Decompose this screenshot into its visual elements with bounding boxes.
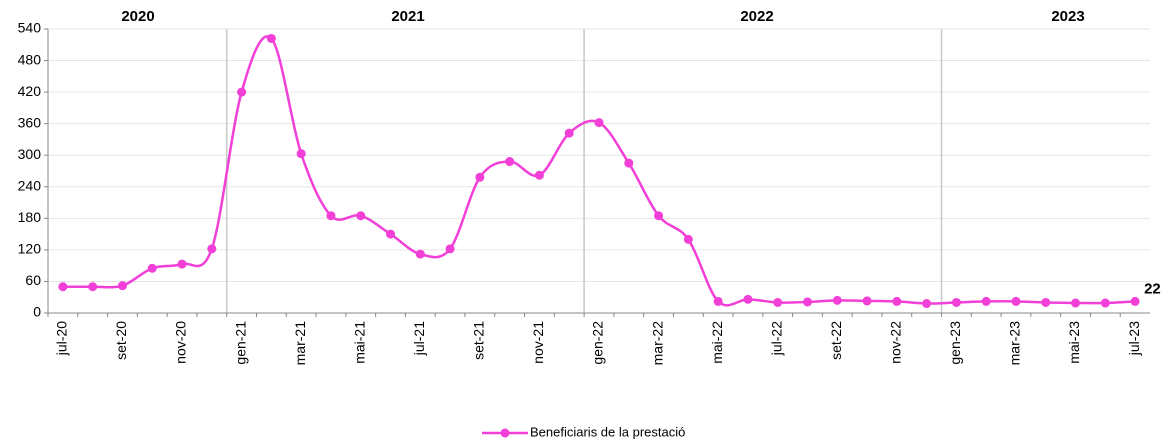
data-point (1130, 296, 1140, 306)
y-tick-label: 420 (18, 83, 42, 99)
year-label: 2020 (121, 8, 154, 25)
data-point (922, 299, 932, 309)
x-tick-label: mai-23 (1066, 321, 1082, 364)
data-point (534, 170, 544, 180)
x-tick-label: jul-20 (54, 321, 70, 356)
x-tick-label: jul-21 (411, 321, 427, 356)
data-point (147, 263, 157, 273)
data-point (475, 172, 485, 182)
x-tick-label: mai-21 (351, 321, 367, 364)
data-point (1041, 297, 1051, 307)
x-tick-label: gen-22 (590, 321, 606, 365)
data-point (88, 282, 98, 292)
data-point (713, 296, 723, 306)
y-tick-label: 540 (18, 20, 42, 36)
x-tick-label: nov-21 (530, 321, 546, 364)
legend-marker (500, 428, 510, 438)
x-tick-label: jul-22 (768, 321, 784, 356)
data-point (117, 281, 127, 291)
y-tick-label: 120 (18, 241, 42, 257)
year-label: 2023 (1051, 8, 1084, 25)
data-point (594, 118, 604, 128)
data-point (207, 244, 217, 254)
data-point (415, 249, 425, 259)
legend-label: Beneficiaris de la prestació (530, 424, 685, 439)
data-point (802, 297, 812, 307)
data-point (445, 244, 455, 254)
data-point (892, 296, 902, 306)
x-tick-label: mai-22 (709, 321, 725, 364)
y-tick-label: 60 (25, 272, 41, 288)
data-point (1100, 298, 1110, 308)
data-point (505, 157, 515, 167)
y-tick-label: 240 (18, 177, 42, 193)
data-point (386, 229, 396, 239)
y-tick-label: 0 (33, 304, 41, 320)
data-point (624, 158, 634, 168)
data-point (266, 33, 276, 43)
series-line (62, 35, 1136, 307)
x-tick-label: mar-21 (292, 321, 308, 366)
data-point (237, 87, 247, 97)
x-tick-label: set-21 (471, 321, 487, 360)
data-point (654, 211, 664, 221)
data-point (981, 296, 991, 306)
x-tick-label: mar-22 (649, 321, 665, 366)
y-tick-label: 480 (18, 51, 42, 67)
x-tick-label: mar-23 (1007, 321, 1023, 366)
data-point (683, 234, 693, 244)
legend: Beneficiaris de la prestació (482, 424, 685, 439)
data-point (832, 295, 842, 305)
data-point (743, 294, 753, 304)
data-point (1011, 296, 1021, 306)
data-point (951, 297, 961, 307)
y-tick-label: 180 (18, 209, 42, 225)
x-tick-label: set-20 (113, 321, 129, 360)
year-label: 2022 (740, 8, 773, 25)
data-point (862, 296, 872, 306)
x-tick-label: jul-23 (1126, 321, 1142, 356)
x-tick-label: gen-23 (947, 321, 963, 365)
x-tick-label: nov-22 (888, 321, 904, 364)
x-tick-label: nov-20 (173, 321, 189, 364)
data-point (1071, 298, 1081, 308)
year-label: 2021 (391, 8, 424, 25)
data-point (564, 128, 574, 138)
data-point (177, 259, 187, 269)
data-point (296, 149, 306, 159)
data-point (773, 297, 783, 307)
x-tick-label: set-22 (828, 321, 844, 360)
data-label: 22 (1144, 280, 1161, 297)
y-tick-label: 360 (18, 114, 42, 130)
data-point (356, 211, 366, 221)
data-point (326, 211, 336, 221)
data-point (58, 282, 68, 292)
x-tick-label: gen-21 (232, 321, 248, 365)
y-tick-label: 300 (18, 146, 42, 162)
